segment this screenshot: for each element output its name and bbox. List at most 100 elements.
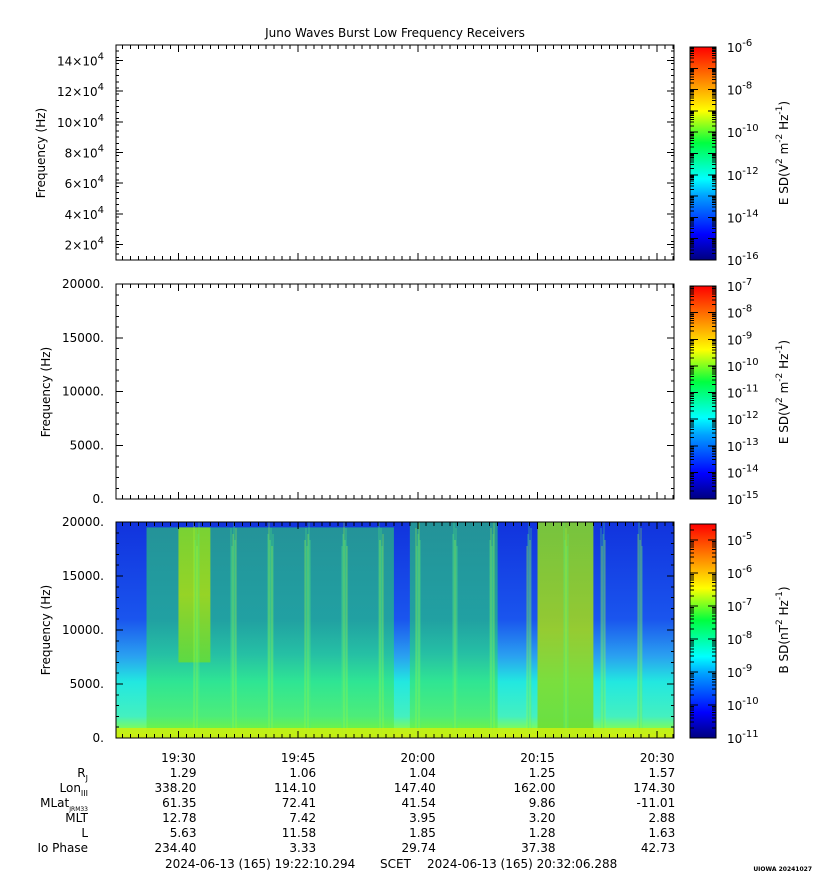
ephemeris-table: RJ 1.29 1.06 1.04 1.25 1.57 LonIII 338.20 114.10… — [37, 766, 675, 855]
ephemeris-value: 42.73 — [641, 841, 675, 855]
ephemeris-value: 41.54 — [401, 796, 435, 810]
y-tick-label: 20000. — [62, 277, 104, 291]
colorbar-tick-label: 10-12 — [727, 166, 759, 183]
colorbar-tick-label: 10-12 — [727, 410, 759, 427]
emission-region — [409, 522, 498, 738]
colorbar-ticks: 10-7 10-8 10-9 10-10 10-11 10-12 10-13 10-14 10-… — [689, 277, 759, 507]
y-tick-label: 5000. — [70, 677, 104, 691]
y-axis-label: Frequency (Hz) — [34, 108, 48, 199]
y-tick-label: 15000. — [62, 569, 104, 583]
ephemeris-value: 1.04 — [409, 766, 436, 780]
ephemeris-value: 1.28 — [529, 826, 556, 840]
y-tick-label: 5000. — [70, 438, 104, 452]
ephemeris-value: -11.01 — [637, 796, 676, 810]
ephemeris-value: 3.33 — [289, 841, 316, 855]
emission-region — [537, 522, 594, 738]
ephemeris-value: 12.78 — [162, 811, 196, 825]
colorbar-tick-label: 10-14 — [727, 463, 759, 480]
ephemeris-label: Io Phase — [37, 841, 88, 855]
y-tick-label: 6×104 — [65, 174, 104, 191]
colorbar-tick-label: 10-8 — [727, 81, 752, 98]
ephemeris-value: 5.63 — [170, 826, 197, 840]
y-axis-label: Frequency (Hz) — [39, 585, 53, 676]
ephemeris-value: 11.58 — [282, 826, 316, 840]
y-tick-label: 10×104 — [57, 113, 104, 130]
y-tick-labels: 0. 5000. 10000. 15000. 20000. — [62, 515, 104, 745]
ephemeris-value: 114.10 — [274, 781, 316, 795]
colorbar-tick-label: 10-16 — [727, 251, 759, 268]
colorbar-ticks: 10-5 10-6 10-7 10-8 10-9 10-10 10-11 — [689, 523, 759, 746]
time-tick-labels: 19:30 19:45 20:00 20:15 20:30 — [161, 751, 674, 765]
ephemeris-label: MLatJRM33 — [40, 796, 88, 813]
axis-ticks — [116, 44, 674, 261]
ephemeris-value: 9.86 — [529, 796, 556, 810]
y-tick-label: 12×104 — [57, 82, 104, 99]
colorbar-tick-label: 10-8 — [727, 630, 752, 647]
colorbar-tick-label: 10-10 — [727, 696, 759, 713]
colorbar-tick-label: 10-11 — [727, 384, 759, 401]
panel-e-high: 2×104 4×104 6×104 8×104 10×104 12×104 14×104 F… — [34, 38, 791, 268]
time-tick-label: 20:30 — [640, 751, 675, 765]
y-tick-label: 10000. — [62, 623, 104, 637]
y-tick-label: 0. — [93, 492, 104, 506]
footer-version: UIOWA 20241027 — [753, 866, 812, 873]
ephemeris-value: 1.63 — [648, 826, 675, 840]
ephemeris-value: 234.40 — [154, 841, 196, 855]
y-tick-label: 4×104 — [65, 205, 104, 222]
y-tick-label: 20000. — [62, 515, 104, 529]
y-tick-labels: 0. 5000. 10000. 15000. 20000. — [62, 277, 104, 506]
colorbar-ticks: 10-6 10-8 10-10 10-12 10-14 10-16 — [689, 38, 759, 268]
colorbar-label: E SD(V2 m-2 Hz-1) — [775, 340, 791, 444]
emission-region — [178, 527, 211, 663]
time-tick-label: 19:45 — [281, 751, 316, 765]
colorbar-tick-label: 10-9 — [727, 330, 752, 347]
plot-area — [116, 284, 674, 499]
ephemeris-value: 162.00 — [514, 781, 556, 795]
panel-e-low: 0. 5000. 10000. 15000. 20000. Frequency (Hz)… — [39, 277, 791, 507]
colorbar-tick-label: 10-8 — [727, 304, 752, 321]
ephemeris-label: MLT — [65, 811, 88, 825]
y-tick-label: 2×104 — [65, 236, 104, 253]
colorbar-tick-label: 10-14 — [727, 208, 759, 225]
y-axis-label: Frequency (Hz) — [39, 347, 53, 438]
time-tick-label: 19:30 — [161, 751, 196, 765]
ephemeris-value: 72.41 — [282, 796, 316, 810]
time-tick-label: 20:15 — [520, 751, 555, 765]
colorbar-label: E SD(V2 m-2 Hz-1) — [775, 101, 791, 205]
spectrogram — [116, 522, 674, 738]
time-tick-label: 20:00 — [401, 751, 436, 765]
footer-scet: SCET — [380, 857, 412, 871]
colorbar-tick-label: 10-10 — [727, 357, 759, 374]
ephemeris-value: 1.57 — [648, 766, 675, 780]
ephemeris-label: RJ — [77, 766, 88, 783]
ephemeris-value: 3.20 — [529, 811, 556, 825]
plot-area — [116, 45, 674, 260]
colorbar-tick-label: 10-6 — [727, 564, 752, 581]
ephemeris-value: 1.25 — [529, 766, 556, 780]
colorbar-tick-label: 10-15 — [727, 490, 759, 507]
colorbar-tick-label: 10-11 — [727, 729, 759, 746]
y-tick-label: 0. — [93, 731, 104, 745]
footer-start-time: 2024-06-13 (165) 19:22:10.294 — [165, 857, 355, 871]
spectrogram-features — [146, 522, 643, 738]
figure-title: Juno Waves Burst Low Frequency Receivers — [264, 26, 525, 40]
ephemeris-label: LonIII — [60, 781, 89, 798]
ephemeris-value: 1.85 — [409, 826, 436, 840]
colorbar — [690, 524, 716, 738]
ephemeris-value: 174.30 — [633, 781, 675, 795]
ephemeris-value: 1.06 — [289, 766, 316, 780]
ephemeris-value: 2.88 — [648, 811, 675, 825]
panel-b-low: 0. 5000. 10000. 15000. 20000. Frequency (Hz)… — [39, 515, 791, 746]
colorbar-tick-label: 10-13 — [727, 437, 759, 454]
y-tick-label: 14×104 — [57, 51, 104, 68]
ephemeris-value: 29.74 — [401, 841, 435, 855]
ephemeris-value: 37.38 — [521, 841, 555, 855]
colorbar-tick-label: 10-9 — [727, 663, 752, 680]
colorbar-tick-label: 10-10 — [727, 123, 759, 140]
colorbar-tick-label: 10-7 — [727, 597, 752, 614]
ephemeris-label: L — [81, 826, 88, 840]
colorbar-tick-label: 10-5 — [727, 531, 752, 548]
colorbar-tick-label: 10-6 — [727, 38, 752, 55]
y-tick-labels: 2×104 4×104 6×104 8×104 10×104 12×104 14×104 — [57, 51, 104, 252]
